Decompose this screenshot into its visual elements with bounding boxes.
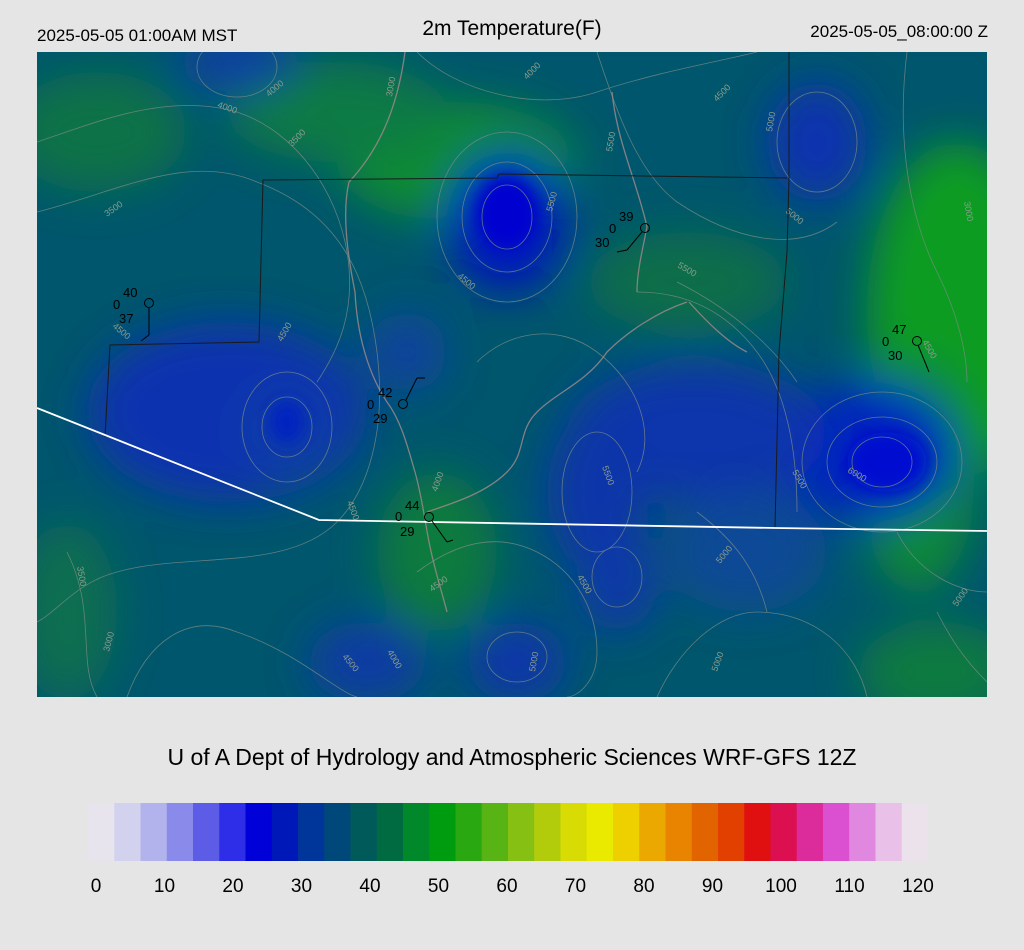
river-lines — [345, 52, 748, 613]
colorbar — [88, 803, 929, 861]
colorbar-swatch — [718, 803, 745, 861]
map-svg: 4000 4000 4500 5000 5000 3500 3500 3000 … — [37, 52, 987, 697]
chart-title: 2m Temperature(F) — [422, 17, 602, 40]
colorbar-swatch — [298, 803, 325, 861]
credit-line: U of A Dept of Hydrology and Atmospheric… — [167, 744, 857, 770]
colorbar-swatch — [271, 803, 299, 861]
colorbar-tick-label: 20 — [222, 876, 244, 897]
colorbar-tick-label: 10 — [153, 876, 176, 897]
state-boundary — [37, 407, 987, 532]
contour-label: 3500 — [75, 566, 88, 587]
colorbar-swatch — [455, 803, 483, 861]
station-east: 47 0 30 — [882, 322, 930, 373]
terrain-contours — [37, 52, 987, 697]
station-cloud: 0 — [882, 334, 889, 349]
station-dewpoint: 37 — [119, 311, 133, 326]
colorbar-tick-label: 50 — [427, 876, 450, 897]
colorbar-swatch — [508, 803, 535, 861]
colorbar-tick-label: 120 — [902, 876, 934, 897]
colorbar-tick-label: 100 — [765, 876, 797, 897]
station-west: 40 0 37 — [113, 285, 154, 342]
colorbar-swatch — [324, 803, 352, 861]
station-plots: 40 0 37 39 0 30 42 0 29 — [113, 209, 930, 543]
station-temp: 39 — [619, 209, 633, 224]
county-boundaries — [104, 52, 790, 529]
colorbar-svg — [88, 803, 929, 861]
station-central: 42 0 29 — [367, 377, 425, 426]
station-temp: 42 — [378, 385, 392, 400]
colorbar-swatch — [744, 803, 772, 861]
station-north: 39 0 30 — [595, 209, 650, 253]
colorbar-swatch — [114, 803, 142, 861]
temperature-map: 4000 4000 4500 5000 5000 3500 3500 3000 … — [37, 52, 987, 697]
station-cloud: 0 — [395, 509, 402, 524]
cold-cores — [269, 177, 927, 492]
colorbar-swatch — [429, 803, 457, 861]
colorbar-swatch — [140, 803, 168, 861]
colorbar-swatch — [901, 803, 929, 861]
station-cloud: 0 — [367, 397, 374, 412]
contour-label: 5000 — [527, 651, 540, 672]
colorbar-tick-label: 70 — [564, 876, 587, 897]
colorbar-swatch — [403, 803, 430, 861]
station-dewpoint: 30 — [595, 235, 609, 250]
colorbar-tick-label: 80 — [633, 876, 655, 897]
header: 2025-05-05 01:00AM MST 2m Temperature(F)… — [0, 0, 1024, 52]
colorbar-swatch — [560, 803, 588, 861]
colorbar-swatch — [350, 803, 378, 861]
colorbar-swatch — [88, 803, 115, 861]
colorbar-tick-label: 30 — [290, 876, 313, 897]
colorbar-swatch — [219, 803, 247, 861]
colorbar-swatch — [875, 803, 903, 861]
colorbar-swatch — [665, 803, 693, 861]
colorbar-tick-label: 60 — [496, 876, 518, 897]
contour-label: 3000 — [384, 76, 397, 97]
station-temp: 44 — [405, 498, 419, 513]
colorbar-tick-label: 110 — [834, 876, 865, 897]
colorbar-swatch — [613, 803, 640, 861]
station-temp: 40 — [123, 285, 137, 300]
colorbar-swatch — [849, 803, 877, 861]
colorbar-tick-label: 0 — [90, 876, 102, 897]
station-dewpoint: 30 — [888, 348, 902, 363]
colorbar-swatch — [770, 803, 798, 861]
colorbar-swatch — [245, 803, 273, 861]
colorbar-swatch — [481, 803, 509, 861]
contour-label: 5500 — [604, 131, 617, 152]
colorbar-swatch — [586, 803, 614, 861]
contour-label: 3000 — [962, 201, 975, 222]
station-temp: 47 — [892, 322, 906, 337]
colorbar-swatch — [166, 803, 194, 861]
local-time: 2025-05-05 01:00AM MST — [37, 26, 238, 45]
station-south: 44 0 29 — [395, 498, 454, 543]
colorbar-swatch — [193, 803, 220, 861]
station-cloud: 0 — [113, 297, 120, 312]
utc-time: 2025-05-05_08:00:00 Z — [810, 22, 988, 41]
temperature-field — [37, 52, 987, 697]
colorbar-swatch — [823, 803, 850, 861]
colorbar-swatch — [691, 803, 719, 861]
colorbar-swatch — [534, 803, 562, 861]
station-dewpoint: 29 — [373, 411, 387, 426]
colorbar-swatch — [796, 803, 824, 861]
colorbar-tick-label: 40 — [359, 876, 381, 897]
colorbar-swatch — [639, 803, 667, 861]
station-dewpoint: 29 — [400, 524, 414, 539]
station-cloud: 0 — [609, 221, 616, 236]
contour-label: 5000 — [764, 111, 777, 132]
colorbar-swatch — [376, 803, 404, 861]
colorbar-tick-label: 90 — [701, 876, 724, 897]
